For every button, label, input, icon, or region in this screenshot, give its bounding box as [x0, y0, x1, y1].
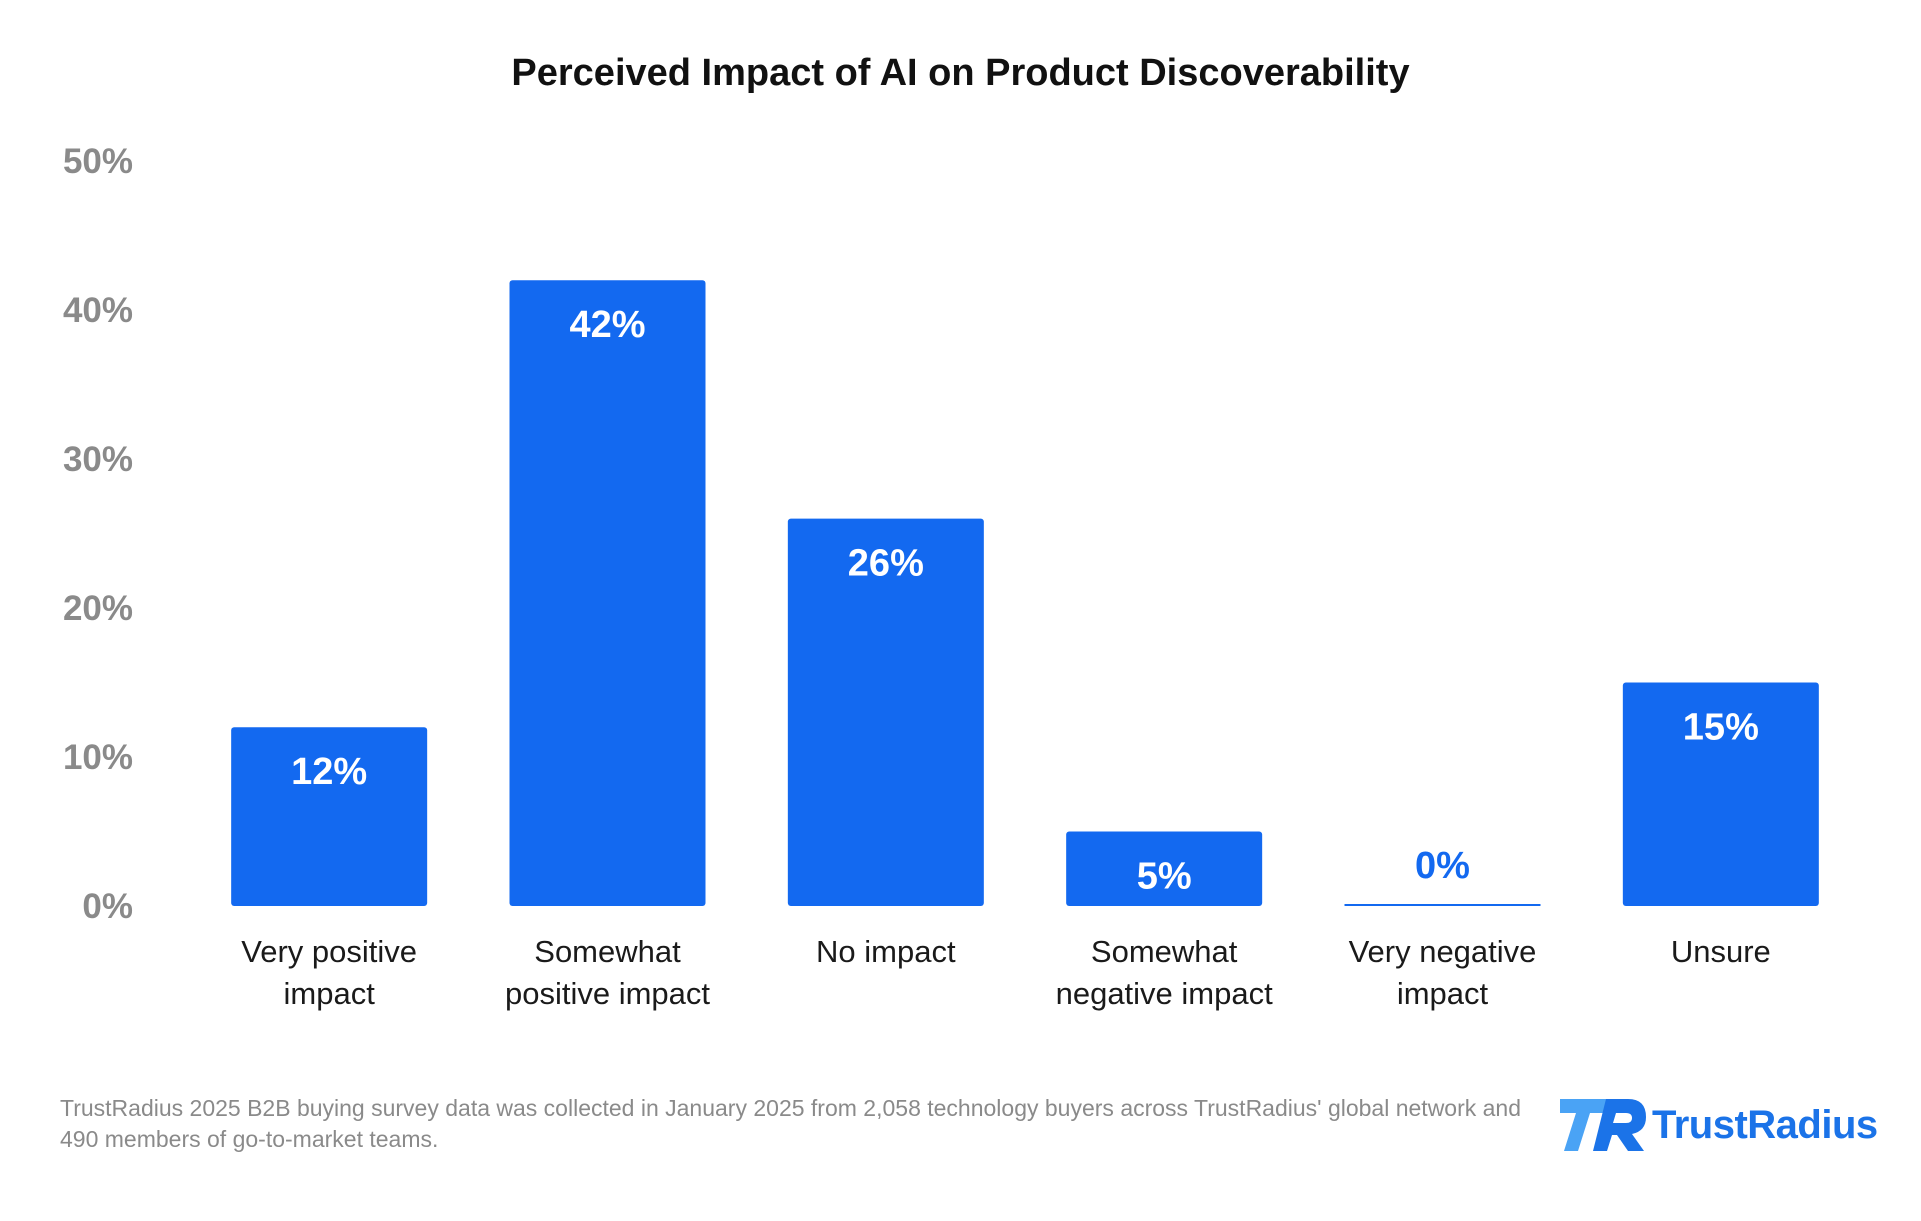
x-tick-label-line: impact: [1397, 976, 1489, 1011]
y-tick-label: 50%: [63, 142, 133, 181]
x-tick-label-line: Unsure: [1671, 934, 1771, 969]
x-tick-label-line: Very negative: [1349, 934, 1537, 969]
x-tick-label-line: No impact: [816, 934, 956, 969]
x-tick-label-line: Very positive: [241, 934, 417, 969]
trustradius-logo-icon: [1560, 1099, 1646, 1151]
x-tick-label: Very positive impact: [241, 934, 417, 1011]
brand-name: TrustRadius: [1652, 1102, 1878, 1147]
data-label: 42%: [569, 304, 645, 346]
x-tick-label-line: Somewhat: [534, 934, 681, 969]
x-tick-label: Very negative impact: [1349, 934, 1537, 1011]
data-label: 12%: [291, 751, 367, 793]
data-label: 26%: [848, 543, 924, 585]
bar: [1066, 831, 1263, 906]
y-tick-label: 10%: [63, 738, 133, 777]
x-tick-label-line: positive impact: [505, 976, 710, 1011]
data-labels-group: 12% 42% 26% 5% 0% 15%: [291, 304, 1759, 897]
y-tick-label: 40%: [63, 291, 133, 330]
x-axis: Very positive impact Somewhat positive impa…: [241, 934, 1771, 1011]
bars-group: [231, 280, 1819, 906]
y-tick-label: 20%: [63, 589, 133, 628]
chart-title: Perceived Impact of AI on Product Discov…: [511, 52, 1410, 94]
y-axis: 0% 10% 20% 30% 40% 50%: [63, 142, 133, 926]
x-tick-label: Unsure: [1671, 934, 1771, 969]
x-tick-label-line: Somewhat: [1091, 934, 1238, 969]
data-label: 15%: [1683, 707, 1759, 749]
bar: [1622, 682, 1819, 906]
y-tick-label: 0%: [82, 887, 133, 926]
data-label: 0%: [1415, 845, 1470, 887]
x-tick-label: Somewhat negative impact: [1056, 934, 1274, 1011]
brand-logo: TrustRadius: [1560, 1095, 1878, 1155]
x-tick-label: Somewhat positive impact: [505, 934, 710, 1011]
bar: [509, 280, 706, 906]
x-tick-label-line: negative impact: [1056, 976, 1274, 1011]
bar: [787, 518, 984, 906]
bar: [231, 727, 428, 906]
x-tick-label-line: impact: [284, 976, 376, 1011]
footnote: TrustRadius 2025 B2B buying survey data …: [60, 1095, 1522, 1152]
x-tick-label: No impact: [816, 934, 956, 969]
y-tick-label: 30%: [63, 440, 133, 479]
data-label: 5%: [1137, 856, 1192, 898]
